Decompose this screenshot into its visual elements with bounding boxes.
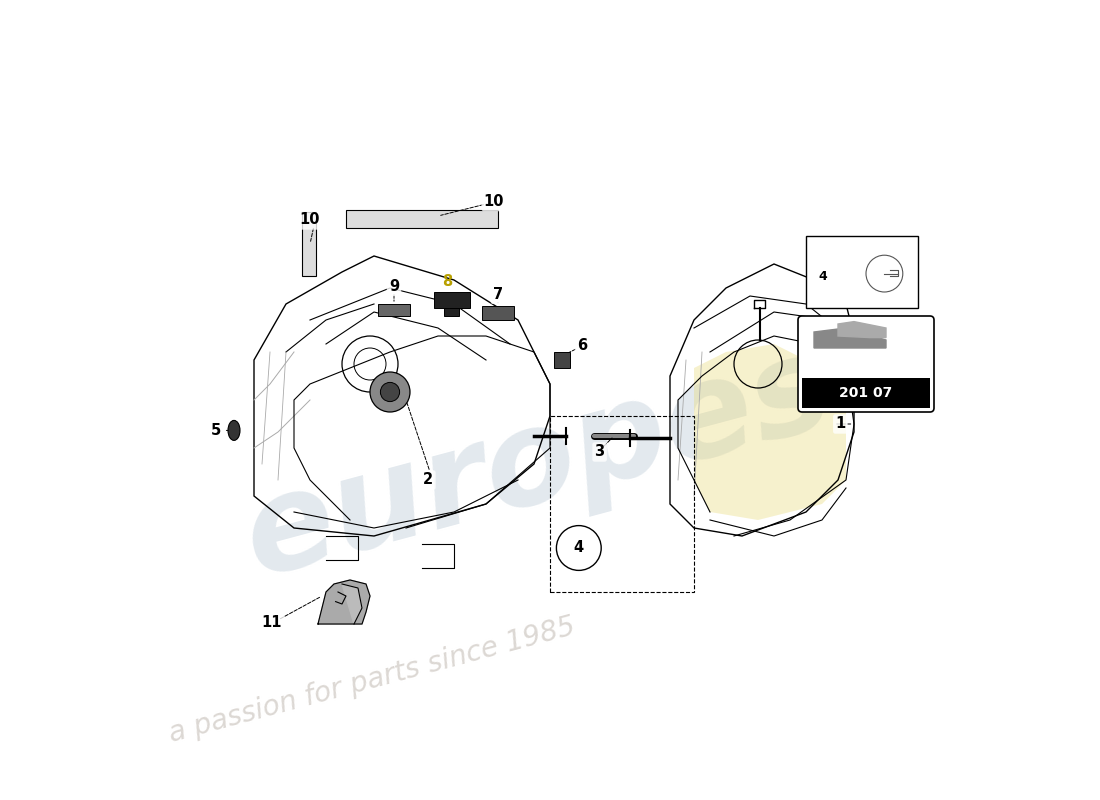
Text: 3: 3 (594, 445, 605, 459)
Ellipse shape (228, 421, 240, 440)
Polygon shape (554, 352, 570, 368)
Text: 10: 10 (484, 194, 504, 209)
Bar (302, 212, 317, 276)
Bar (378, 304, 410, 316)
Bar (434, 292, 470, 308)
Bar (444, 308, 459, 316)
Bar (482, 306, 514, 320)
Text: 1: 1 (835, 417, 846, 431)
Text: 7: 7 (493, 287, 503, 302)
Polygon shape (318, 580, 370, 624)
Polygon shape (694, 344, 846, 520)
Text: 11: 11 (262, 615, 282, 630)
Text: 8: 8 (442, 274, 453, 289)
Text: 10: 10 (299, 213, 320, 227)
Text: europes: europes (230, 325, 844, 603)
Bar (346, 210, 498, 228)
Text: 6: 6 (576, 338, 587, 353)
Polygon shape (342, 584, 362, 624)
Text: 5: 5 (210, 423, 221, 438)
Circle shape (381, 382, 399, 402)
Polygon shape (814, 328, 886, 348)
Circle shape (370, 372, 410, 412)
Text: 2: 2 (424, 473, 433, 487)
Text: 4: 4 (818, 270, 827, 282)
Polygon shape (838, 322, 886, 338)
Bar (806, 236, 918, 308)
Text: 201 07: 201 07 (839, 386, 892, 400)
Bar (550, 416, 694, 592)
Text: 4: 4 (574, 541, 584, 555)
FancyBboxPatch shape (798, 316, 934, 412)
Bar (802, 378, 930, 408)
Text: 9: 9 (389, 279, 399, 294)
Text: a passion for parts since 1985: a passion for parts since 1985 (166, 612, 579, 748)
